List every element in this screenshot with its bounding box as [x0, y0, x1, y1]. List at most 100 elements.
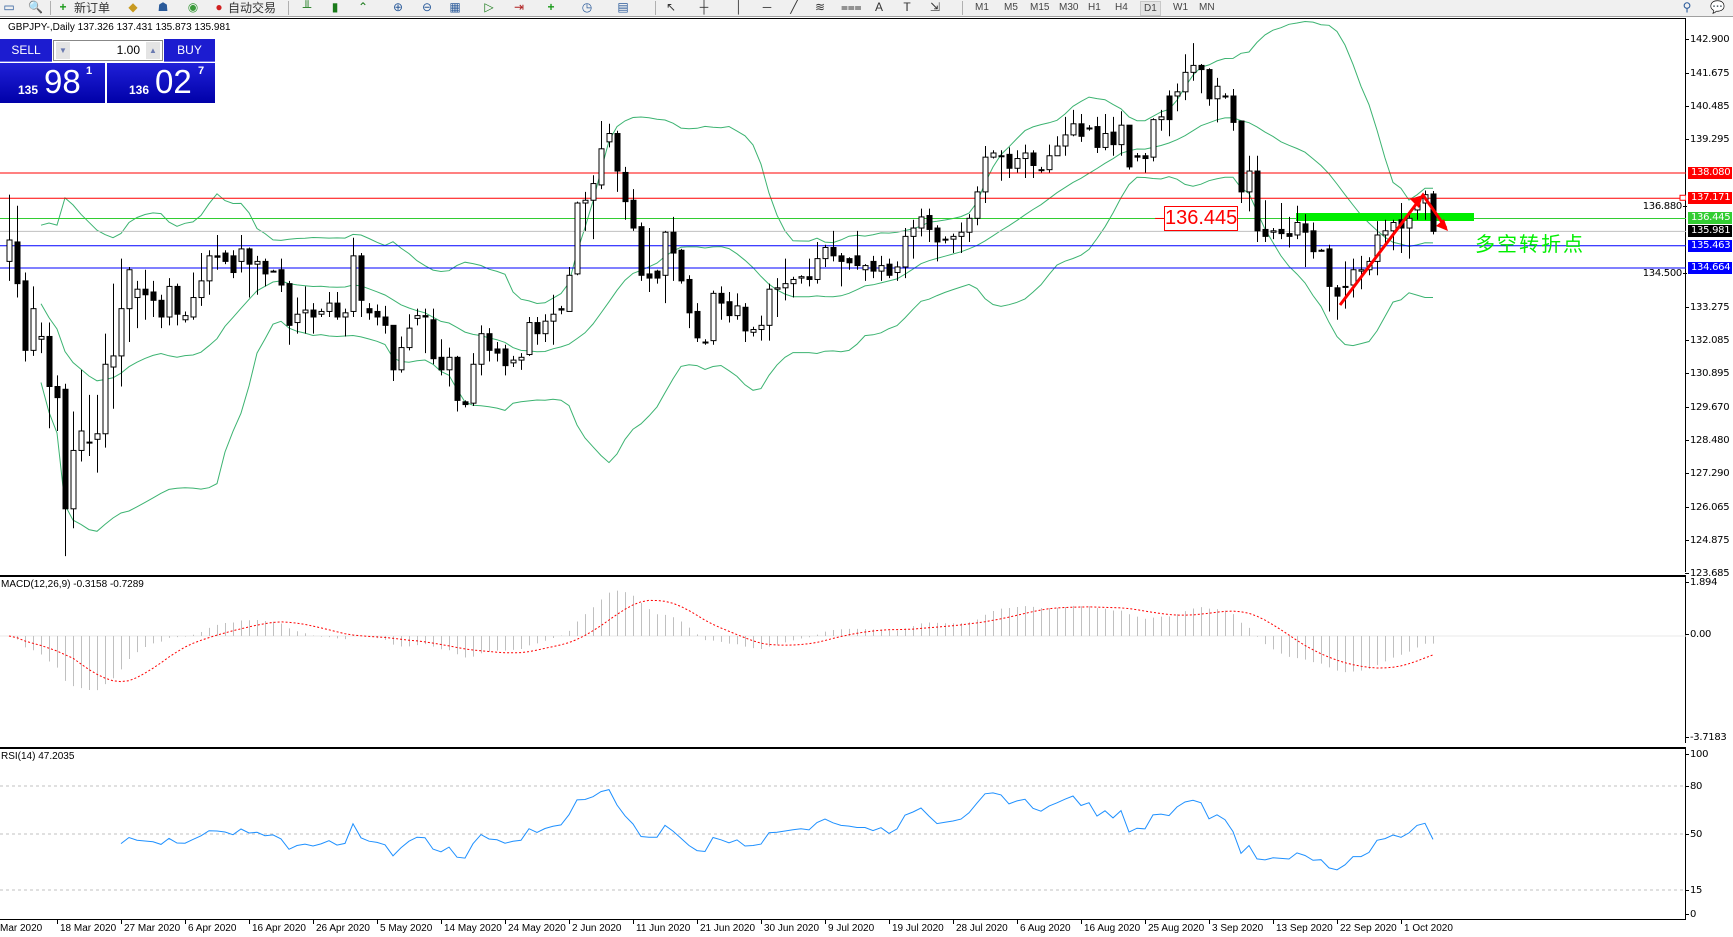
timeframe-h4[interactable]: H4 — [1115, 2, 1128, 13]
candle-body-bull — [1174, 91, 1181, 97]
candle — [518, 353, 525, 370]
buy-button[interactable]: BUY — [164, 39, 215, 62]
candle-body-bull — [270, 270, 277, 273]
candle — [254, 255, 261, 295]
bar-chart-icon[interactable]: ╨ — [302, 0, 312, 14]
rsi-pane[interactable]: RSI(14) 47.2035 — [0, 747, 1686, 920]
candle-body-bear — [422, 315, 429, 318]
sell-price[interactable]: 135 98 1 — [0, 63, 105, 103]
candle-body-bear — [502, 348, 509, 367]
cursor-icon[interactable]: ↖ — [665, 0, 677, 14]
candle-body-bull — [1182, 71, 1189, 93]
new-order-button[interactable]: 新订单 — [74, 1, 111, 15]
candle — [1006, 147, 1013, 178]
auto-trading-button[interactable]: 自动交易 — [228, 1, 277, 15]
crosshair-icon[interactable]: ┼ — [699, 0, 709, 14]
timeframe-w1[interactable]: W1 — [1173, 2, 1188, 13]
periods-icon[interactable]: ◷ — [581, 0, 593, 14]
templates-icon[interactable]: ▤ — [617, 0, 629, 14]
timeframe-m15[interactable]: M15 — [1030, 2, 1050, 13]
price-axis-label: 140.485 — [1684, 101, 1730, 113]
search-icon[interactable]: ⚲ — [1682, 0, 1692, 14]
candle-body-bear — [630, 199, 637, 229]
price-chart-pane[interactable] — [0, 18, 1686, 572]
timeframe-m30[interactable]: M30 — [1059, 2, 1079, 13]
auto-trading-icon[interactable]: ● — [215, 0, 223, 14]
chart-shift-icon[interactable]: ⇥ — [513, 0, 525, 14]
candle-body-bear — [262, 260, 269, 275]
timeframe-d1[interactable]: D1 — [1140, 1, 1161, 16]
tile-windows-icon[interactable]: ▦ — [449, 0, 461, 14]
trendline-icon[interactable]: ╱ — [790, 0, 798, 14]
candle — [574, 201, 581, 276]
candle — [990, 150, 997, 159]
lot-size-input[interactable]: ▼ 1.00 ▲ — [53, 40, 163, 61]
lot-increase-icon[interactable]: ▲ — [146, 42, 160, 59]
price-axis-label: 141.675 — [1684, 68, 1730, 80]
candle — [446, 347, 453, 387]
candle — [302, 286, 309, 334]
candle — [694, 303, 701, 343]
turning-point-text[interactable]: 多空转折点 — [1475, 232, 1585, 256]
window-icon[interactable]: ▭ — [3, 0, 15, 14]
date-tick — [505, 920, 506, 924]
lot-decrease-icon[interactable]: ▼ — [56, 42, 70, 59]
price-annotation-box[interactable]: 136.445 — [1164, 206, 1238, 231]
candle-body-bull — [1390, 221, 1397, 232]
candle — [566, 266, 573, 312]
zoom-out-icon[interactable]: ⊖ — [421, 0, 433, 14]
candle-body-bear — [934, 227, 941, 243]
candle-body-bull — [790, 278, 797, 285]
date-tick — [953, 920, 954, 924]
candle-body-bull — [1246, 170, 1253, 193]
candle — [598, 121, 605, 190]
candlestick-icon[interactable]: ▮ — [331, 0, 339, 14]
text-label-icon[interactable]: T — [903, 0, 911, 14]
date-label: 25 Aug 2020 — [1148, 923, 1205, 934]
candle-body-bear — [1142, 155, 1149, 160]
candle — [830, 230, 837, 262]
indicators-icon[interactable]: + — [547, 0, 555, 14]
candle — [902, 228, 909, 279]
community-icon[interactable]: ☗ — [157, 0, 169, 14]
auto-scroll-icon[interactable]: ▷ — [484, 0, 494, 14]
horizontal-line-icon[interactable]: ─ — [762, 0, 772, 14]
sell-price-main: 98 — [44, 63, 81, 100]
buy-price-main: 02 — [155, 63, 192, 100]
lot-value[interactable]: 1.00 — [116, 43, 140, 57]
sell-price-pip: 1 — [86, 65, 93, 77]
metaeditor-icon[interactable]: ◆ — [128, 0, 138, 14]
timeframe-h1[interactable]: H1 — [1088, 2, 1101, 13]
timeframe-m1[interactable]: M1 — [975, 2, 989, 13]
candle-body-bear — [486, 333, 493, 351]
text-icon[interactable]: A — [874, 0, 883, 14]
macd-pane[interactable]: MACD(12,26,9) -0.3158 -0.7289 — [0, 575, 1686, 743]
price-axis-label: 129.670 — [1684, 401, 1730, 413]
candle-body-bear — [694, 310, 701, 339]
fibonacci-icon[interactable]: ≋ — [814, 0, 826, 14]
timeframe-m5[interactable]: M5 — [1004, 2, 1018, 13]
candle-body-bear — [150, 291, 157, 301]
sell-button[interactable]: SELL — [0, 39, 52, 62]
new-order-icon[interactable]: + — [59, 0, 67, 14]
line-chart-icon[interactable]: ⌃ — [357, 0, 369, 14]
candle — [1094, 116, 1101, 153]
date-label: 11 Jun 2020 — [636, 923, 691, 934]
zoom-in-icon[interactable]: ⊕ — [392, 0, 404, 14]
date-tick — [1401, 920, 1402, 924]
date-label: 30 Jun 2020 — [764, 923, 820, 934]
zoom-icon[interactable]: 🔍 — [28, 0, 43, 14]
chat-icon[interactable]: 💬 — [1710, 0, 1725, 14]
channel-icon[interactable]: ⩶ — [841, 0, 862, 14]
arrows-icon[interactable]: ⇲ — [929, 0, 941, 14]
candle — [974, 186, 981, 226]
candle — [646, 228, 653, 292]
candle-body-bull — [1070, 123, 1077, 136]
price-chart[interactable] — [0, 19, 1686, 573]
vertical-line-icon[interactable]: │ — [735, 0, 743, 14]
candle-body-bear — [670, 231, 677, 254]
signals-icon[interactable]: ◉ — [187, 0, 199, 14]
buy-price[interactable]: 136 02 7 — [107, 63, 215, 103]
timeframe-mn[interactable]: MN — [1199, 2, 1215, 13]
candle — [1054, 136, 1061, 157]
